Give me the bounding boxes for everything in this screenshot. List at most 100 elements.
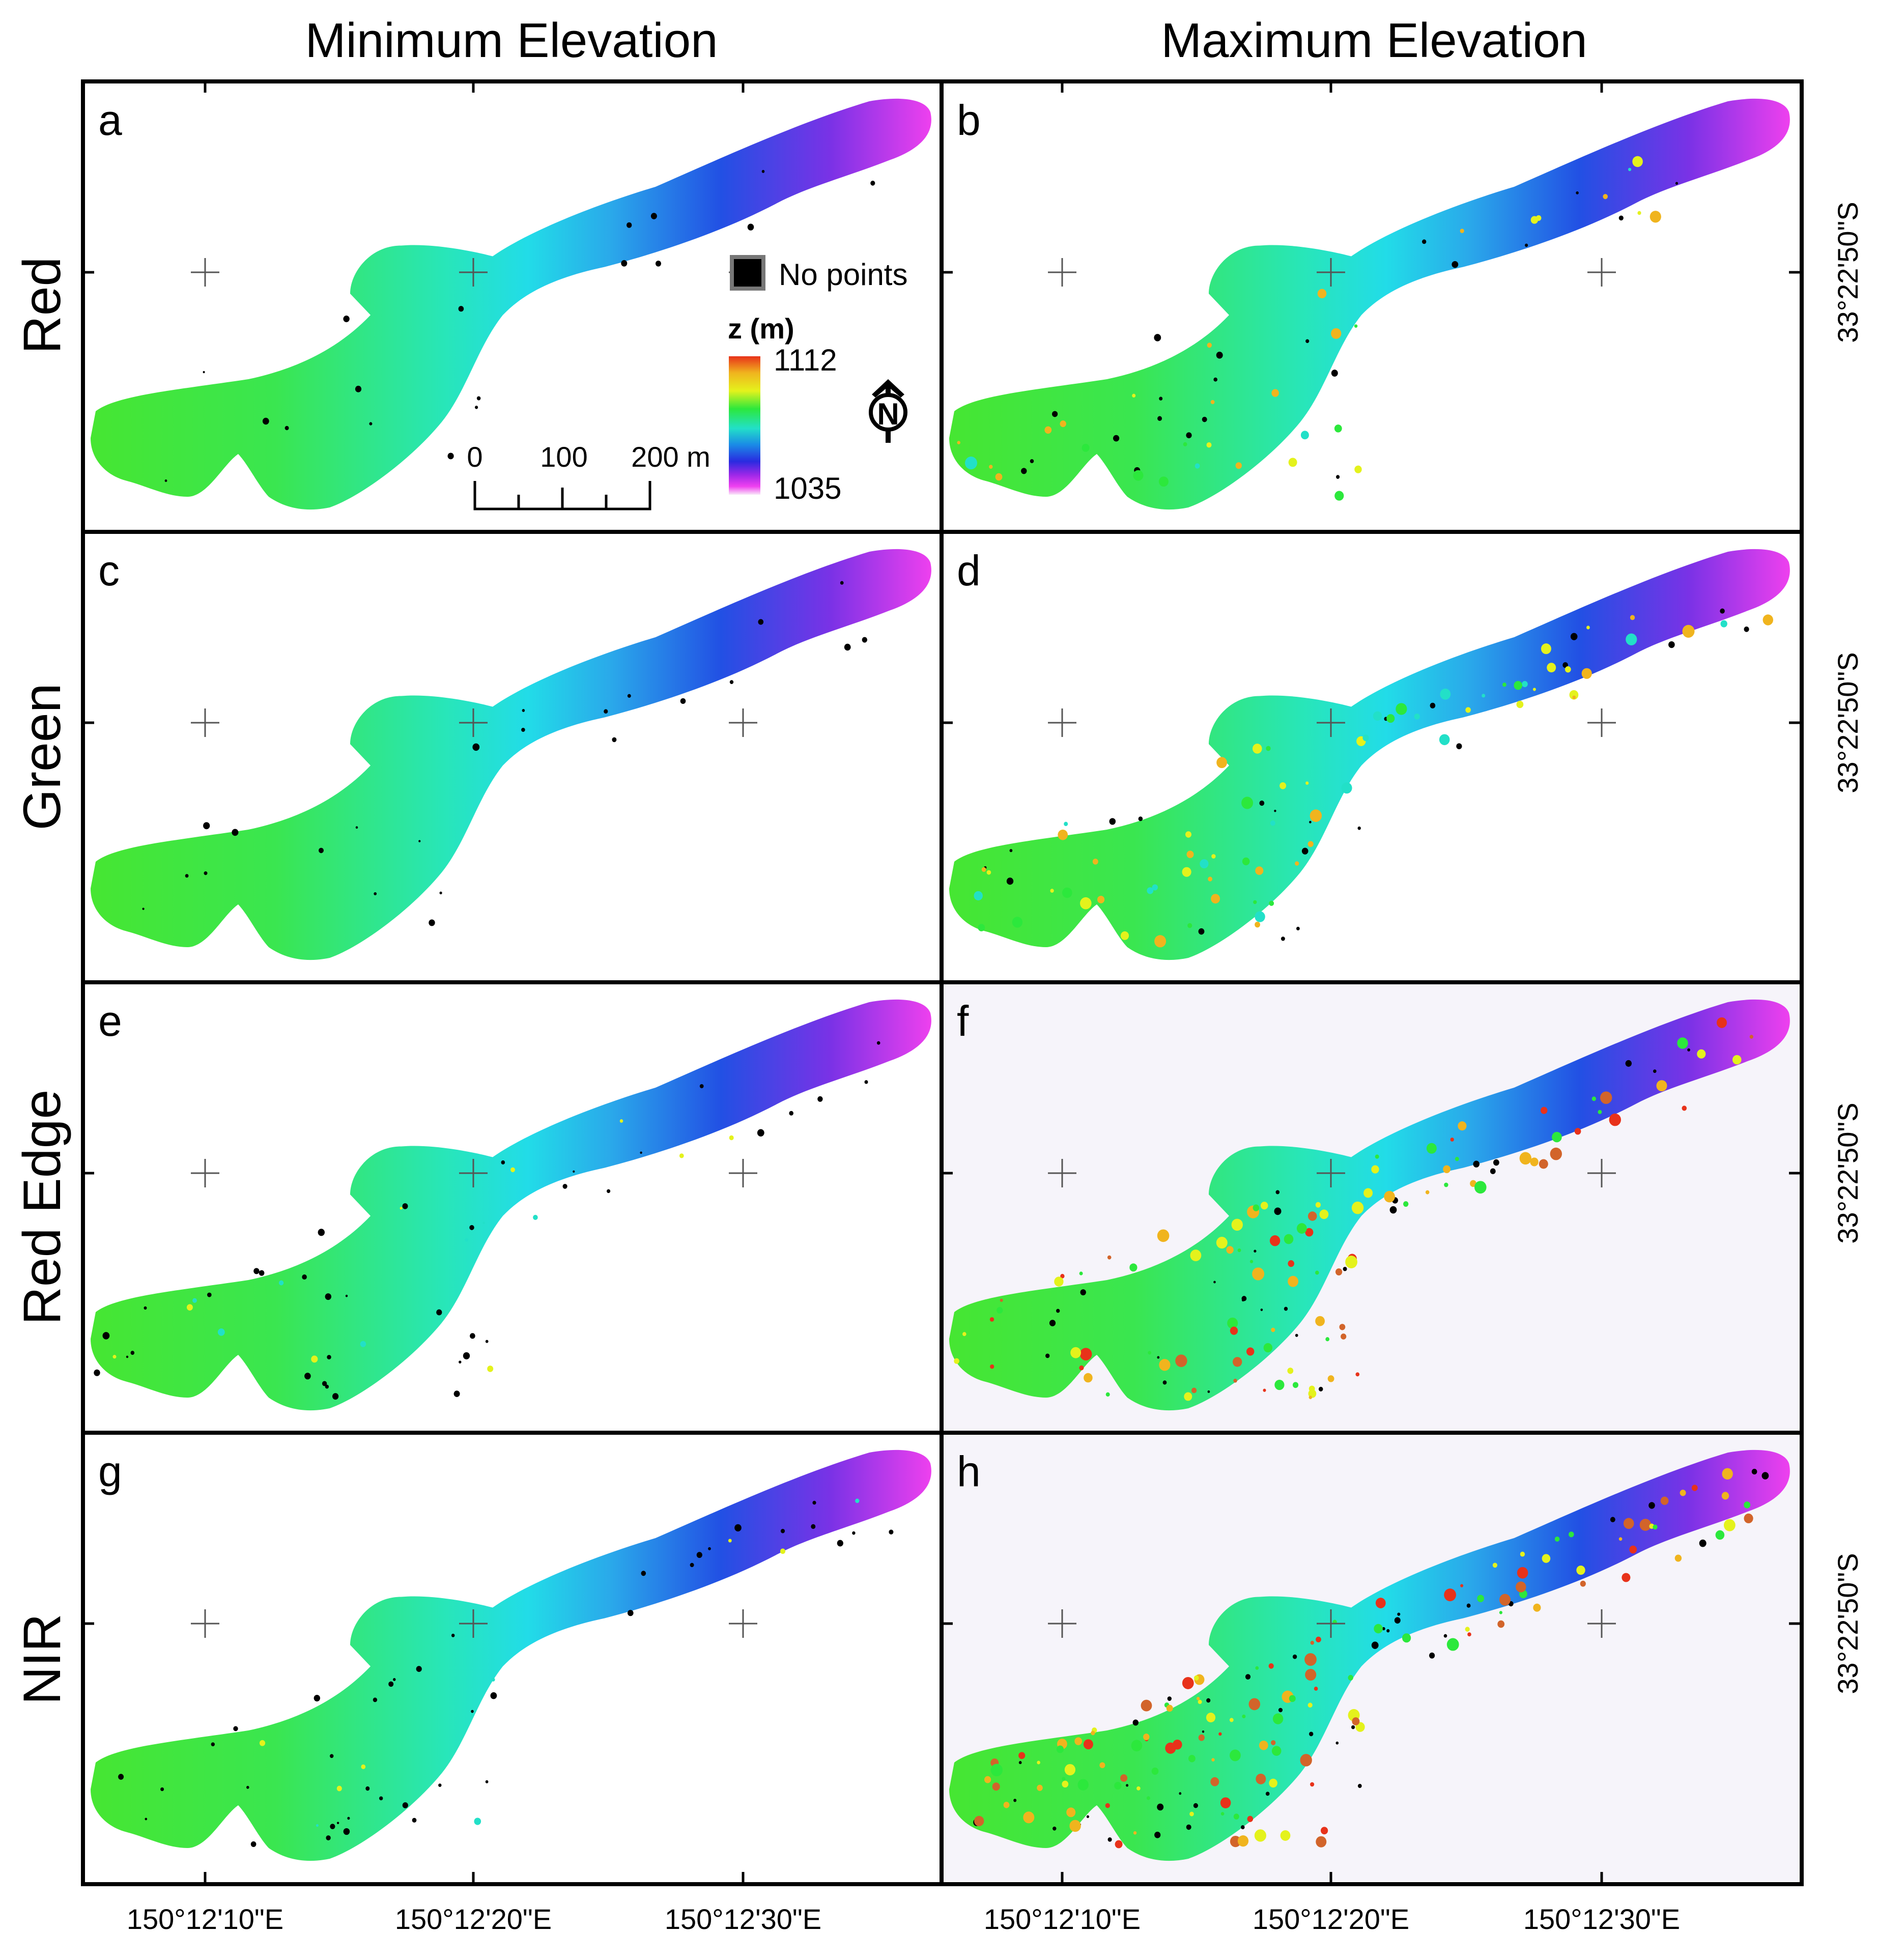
no-points-speckle	[1357, 1783, 1362, 1788]
high-elevation-speckle	[1182, 1677, 1194, 1689]
high-elevation-speckle	[1079, 1365, 1084, 1371]
high-elevation-speckle	[1314, 1686, 1318, 1691]
graticule-cross	[1317, 258, 1345, 287]
no-points-speckle	[126, 1355, 129, 1358]
no-points-speckle	[145, 1817, 148, 1821]
high-elevation-speckle	[1629, 1545, 1637, 1554]
high-elevation-speckle	[1107, 1255, 1112, 1260]
scale-bar: 0 100 200 m	[467, 441, 710, 510]
graticule-cross	[729, 1159, 757, 1187]
high-elevation-speckle	[1099, 1762, 1105, 1769]
high-elevation-speckle	[1721, 1492, 1729, 1500]
high-elevation-speckle	[1622, 1573, 1631, 1582]
no-points-speckle	[1422, 239, 1427, 244]
high-elevation-speckle	[1319, 1209, 1329, 1219]
high-elevation-speckle	[1058, 830, 1068, 840]
high-elevation-speckle	[1455, 1156, 1459, 1161]
high-elevation-speckle	[1191, 1387, 1197, 1394]
high-elevation-speckle	[1064, 821, 1068, 827]
high-elevation-speckle	[1062, 887, 1072, 898]
high-elevation-speckle	[1354, 465, 1362, 473]
no-points-speckle	[1213, 1281, 1216, 1284]
legend-max-label: 1112	[774, 343, 837, 377]
high-elevation-speckle	[1233, 1357, 1242, 1367]
scale-label-0: 0	[467, 441, 482, 473]
high-elevation-speckle	[1079, 1348, 1092, 1361]
no-points-speckle	[472, 743, 480, 751]
graticule-cross	[1587, 708, 1616, 737]
graticule-cross	[459, 708, 488, 737]
high-elevation-speckle	[1502, 683, 1506, 687]
no-points-speckle	[1490, 1168, 1496, 1174]
high-elevation-speckle	[1018, 1752, 1026, 1759]
no-points-speckle	[259, 1270, 265, 1276]
no-points-speckle	[1295, 1333, 1298, 1337]
no-points-speckle	[1761, 1472, 1769, 1480]
no-points-speckle	[1080, 1289, 1086, 1296]
high-elevation-speckle	[1184, 1392, 1192, 1401]
no-points-speckle	[780, 1528, 785, 1533]
no-points-speckle	[1159, 396, 1163, 401]
no-points-speckle	[447, 452, 454, 460]
high-elevation-speckle	[1037, 1760, 1040, 1765]
no-points-speckle	[1751, 1468, 1757, 1475]
high-elevation-speckle	[855, 1498, 860, 1503]
no-points-speckle	[1397, 1612, 1401, 1616]
no-points-speckle	[1278, 1708, 1283, 1713]
no-points-speckle	[840, 581, 844, 585]
high-elevation-speckle	[1289, 1695, 1296, 1702]
no-points-speckle	[837, 1540, 843, 1547]
no-points-speckle	[1452, 261, 1459, 268]
no-points-speckle	[1305, 339, 1310, 344]
no-points-speckle	[501, 1160, 505, 1164]
high-elevation-speckle	[1148, 1351, 1152, 1355]
high-elevation-speckle	[1269, 1778, 1277, 1788]
no-points-speckle	[862, 637, 868, 643]
graticule-cross	[1048, 1159, 1076, 1187]
no-points-speckle	[573, 1170, 575, 1173]
high-elevation-speckle	[1762, 614, 1773, 626]
high-elevation-speckle	[1247, 1815, 1254, 1822]
high-elevation-speckle	[1152, 884, 1158, 891]
no-points-speckle	[1241, 1825, 1245, 1830]
high-elevation-speckle	[1079, 1271, 1083, 1275]
no-points-speckle	[130, 1351, 135, 1355]
no-points-speckle	[789, 1111, 793, 1116]
no-points-speckle	[490, 1692, 497, 1699]
high-elevation-speckle	[1268, 1663, 1274, 1669]
no-points-speckle	[747, 223, 754, 231]
high-elevation-speckle	[1348, 1674, 1353, 1681]
high-elevation-speckle	[1720, 620, 1727, 628]
legend: No points z (m) 1112 1035	[728, 255, 907, 505]
high-elevation-speckle	[1270, 820, 1275, 826]
column-title-min: Minimum Elevation	[305, 13, 718, 68]
high-elevation-speckle	[1474, 1181, 1487, 1194]
no-points-speckle	[522, 709, 525, 712]
no-points-speckle	[1049, 1320, 1056, 1326]
no-points-speckle	[1371, 1641, 1379, 1649]
no-points-speckle	[870, 181, 875, 186]
high-elevation-speckle	[1310, 1640, 1314, 1645]
no-points-speckle	[690, 1563, 694, 1568]
no-points-speckle	[142, 907, 145, 910]
no-points-speckle	[562, 1184, 567, 1189]
panel-letter-a: a	[98, 96, 122, 144]
no-points-speckle	[453, 1390, 460, 1397]
high-elevation-speckle	[1206, 1713, 1216, 1723]
high-elevation-speckle	[1541, 643, 1551, 655]
no-points-speckle	[365, 1786, 370, 1791]
high-elevation-speckle	[1200, 859, 1209, 869]
high-elevation-speckle	[1233, 1813, 1239, 1820]
graticule-cross	[1317, 708, 1345, 737]
no-points-speckle	[628, 1610, 634, 1616]
high-elevation-speckle	[1600, 1091, 1612, 1104]
high-elevation-speckle	[1569, 690, 1579, 700]
no-points-speckle	[1241, 1299, 1244, 1302]
high-elevation-speckle	[1230, 1749, 1241, 1762]
high-elevation-speckle	[1260, 1202, 1268, 1210]
high-elevation-speckle	[1133, 1831, 1137, 1835]
high-elevation-speckle	[487, 1366, 494, 1372]
no-points-speckle	[1309, 820, 1312, 823]
no-points-speckle	[1336, 475, 1340, 479]
no-points-speckle	[680, 698, 686, 704]
